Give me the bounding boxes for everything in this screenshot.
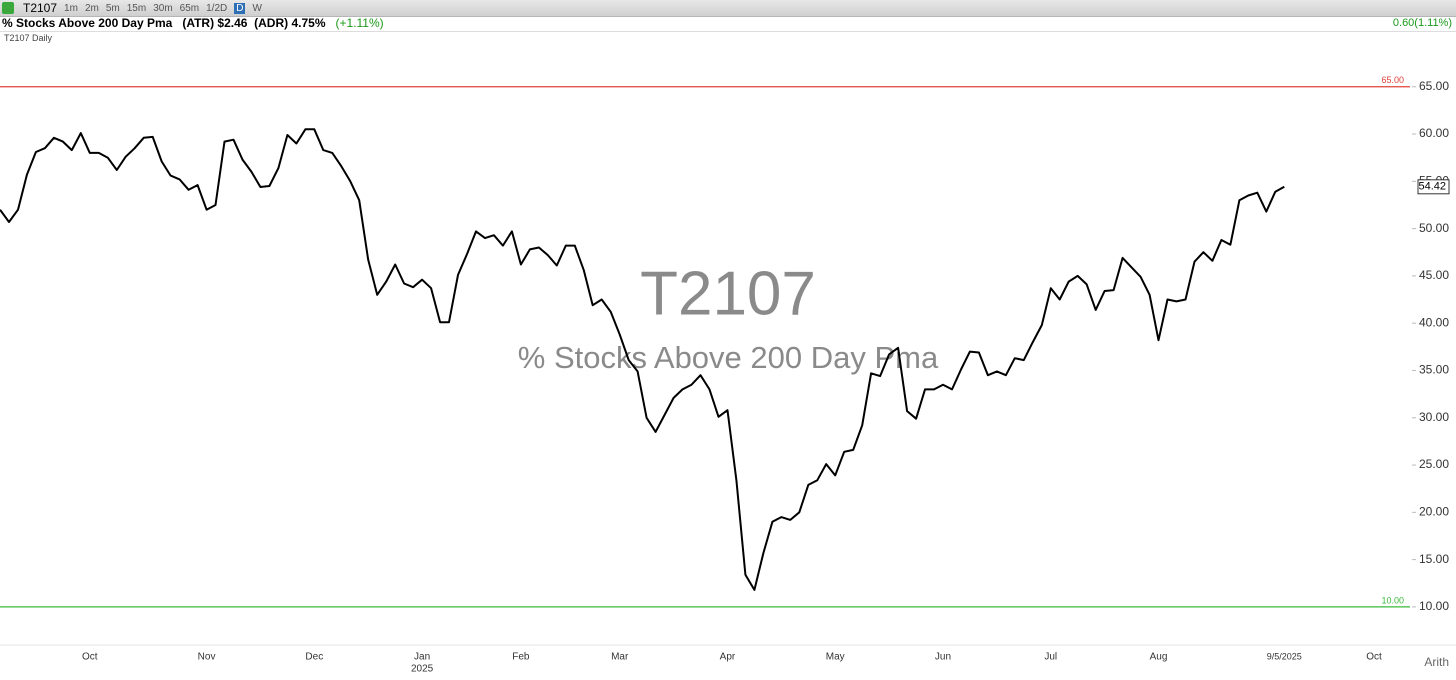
x-tick-label: Nov xyxy=(198,652,216,663)
x-year-label: 2025 xyxy=(411,664,434,675)
indicator-name: % Stocks Above 200 Day Pma xyxy=(2,16,173,30)
x-tick-label: Jan xyxy=(414,652,430,663)
y-tick-label: 50.00 xyxy=(1419,221,1449,235)
x-tick-label: Oct xyxy=(82,652,98,663)
y-tick-label: 10.00 xyxy=(1419,599,1449,613)
last-value-box xyxy=(1417,179,1450,195)
interval-button[interactable]: D xyxy=(234,2,246,14)
y-tick-label: 35.00 xyxy=(1419,363,1449,377)
change: (+1.11%) xyxy=(335,16,384,30)
separator xyxy=(0,31,1456,32)
x-tick-label: Feb xyxy=(512,652,530,663)
interval-button[interactable]: 1/2D xyxy=(206,2,228,14)
scale-mode[interactable]: Arith xyxy=(1424,655,1449,669)
x-tick-label: May xyxy=(826,652,845,663)
toolbar: T2107 1m 2m 5m 15m 30m 65m 1/2D D W xyxy=(0,0,1456,17)
x-tick-label: Apr xyxy=(720,652,736,663)
interval-button[interactable]: 15m xyxy=(126,2,147,14)
y-tick-label: 60.00 xyxy=(1419,126,1449,140)
reference-label: 65.00 xyxy=(1381,75,1404,85)
y-tick-label: 25.00 xyxy=(1419,457,1449,471)
atr: (ATR) $2.46 xyxy=(182,16,248,30)
symbol[interactable]: T2107 xyxy=(23,1,58,15)
x-tick-label: Mar xyxy=(611,652,629,663)
y-tick-label: 40.00 xyxy=(1419,315,1449,329)
intervals: 1m 2m 5m 15m 30m 65m 1/2D D W xyxy=(64,2,262,14)
interval-button[interactable]: W xyxy=(252,2,262,14)
watermark-subtitle: % Stocks Above 200 Day Pma xyxy=(518,340,939,375)
x-tick-label: Oct xyxy=(1366,652,1382,663)
right-change: 0.60(1.11%) xyxy=(1392,17,1452,29)
interval-button[interactable]: 5m xyxy=(105,2,120,14)
info-line: % Stocks Above 200 Day Pma (ATR) $2.46 (… xyxy=(2,16,384,31)
x-tick-label: Aug xyxy=(1150,652,1168,663)
y-tick-label: 65.00 xyxy=(1419,79,1449,93)
interval-button[interactable]: 30m xyxy=(153,2,173,14)
series-line xyxy=(0,128,1285,591)
watermark-title: T2107 xyxy=(640,259,816,328)
interval-button[interactable]: 1m xyxy=(64,2,78,14)
y-tick-label: 20.00 xyxy=(1419,504,1449,518)
y-tick-label: 15.00 xyxy=(1419,552,1449,566)
add-button[interactable] xyxy=(2,2,14,14)
y-tick-label: 30.00 xyxy=(1419,410,1449,424)
adr: (ADR) 4.75% xyxy=(254,16,326,30)
study-label[interactable]: T2107 Daily xyxy=(4,33,53,43)
x-tick-label: 9/5/2025 xyxy=(1267,651,1302,661)
interval-button[interactable]: 65m xyxy=(179,2,200,14)
x-tick-label: Dec xyxy=(305,652,323,663)
y-tick-label: 45.00 xyxy=(1419,268,1449,282)
reference-label: 10.00 xyxy=(1381,595,1404,605)
x-tick-label: Jun xyxy=(935,652,951,663)
interval-button[interactable]: 2m xyxy=(84,2,99,14)
last-value-label: 54.42 xyxy=(1418,181,1446,193)
x-tick-label: Jul xyxy=(1044,652,1057,663)
